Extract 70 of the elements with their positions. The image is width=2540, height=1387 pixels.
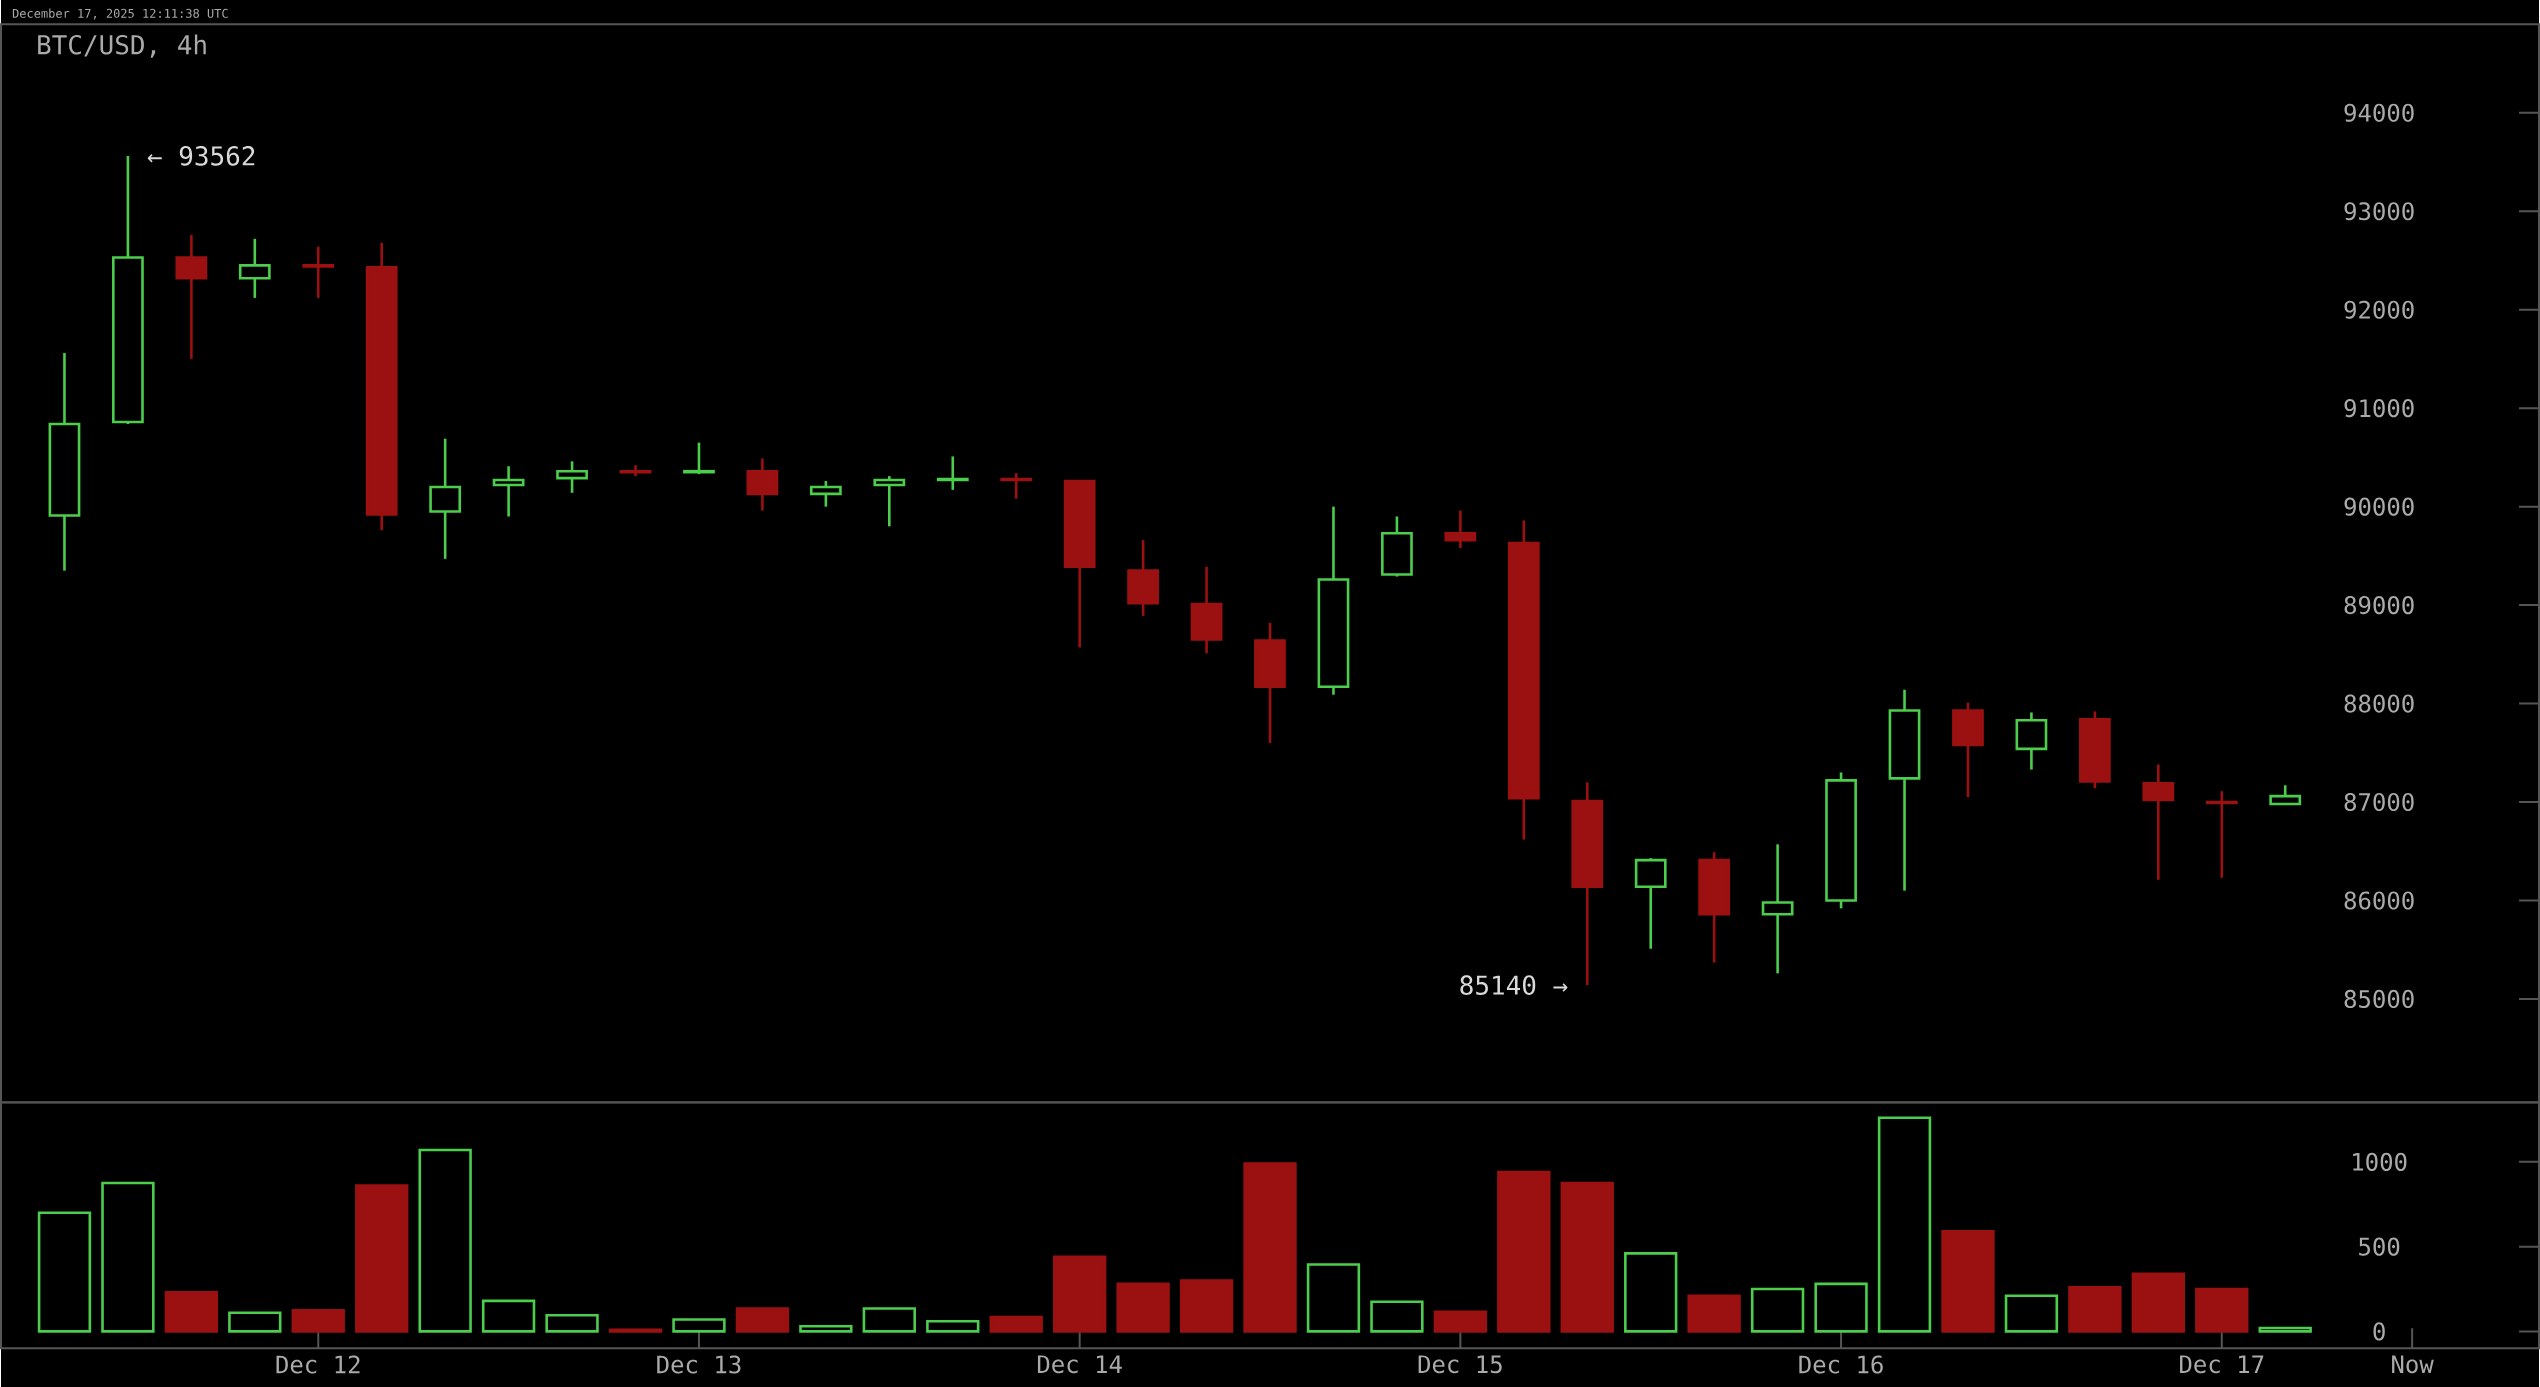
bar — [735, 1307, 790, 1333]
bar — [2131, 1272, 2185, 1333]
y-tick-label: 91000 — [2344, 399, 2414, 418]
candlestick — [556, 460, 588, 495]
candlestick — [683, 441, 715, 476]
bar — [1814, 1282, 1868, 1333]
candlestick — [1444, 509, 1477, 550]
x-tick-label: Dec 15 — [1418, 1355, 1502, 1374]
bar — [1687, 1294, 1741, 1333]
bar — [2004, 1294, 2059, 1333]
bar — [799, 1325, 853, 1333]
bar — [1877, 1116, 1932, 1333]
bar — [672, 1318, 726, 1333]
candlestick — [1000, 471, 1033, 501]
annotation: ← 93562 — [147, 146, 255, 166]
y-tick-label: 94000 — [2344, 103, 2414, 122]
bar — [1243, 1162, 1297, 1333]
candlestick — [492, 465, 525, 518]
candlestick — [809, 479, 842, 508]
bar — [1941, 1230, 1995, 1333]
candlestick — [2205, 789, 2238, 880]
text: December 17, 2025 12:11:38 UTC — [12, 8, 228, 20]
annotation: 85140 → — [1460, 975, 1568, 996]
bar — [545, 1314, 599, 1333]
bar — [989, 1315, 1043, 1333]
candlestick — [873, 474, 906, 528]
bar — [2195, 1287, 2249, 1333]
bar — [228, 1311, 282, 1333]
y-tick-label: 90000 — [2344, 497, 2414, 516]
x-tick-label: Now — [2392, 1355, 2434, 1374]
bar — [481, 1299, 536, 1333]
bar — [1497, 1170, 1551, 1333]
bar — [1750, 1287, 1805, 1333]
y-tick-label: 0 — [2373, 1322, 2385, 1341]
bar — [418, 1148, 472, 1333]
bar — [1560, 1181, 1614, 1333]
y-tick-label: 92000 — [2344, 300, 2414, 319]
bar — [1370, 1300, 1424, 1333]
bar — [1433, 1310, 1488, 1333]
chart-title: BTC/USD, 4h — [38, 34, 206, 58]
bar — [1179, 1279, 1234, 1333]
y-tick-label: 85000 — [2344, 989, 2414, 1009]
x-tick-label: Dec 13 — [657, 1355, 741, 1374]
bar — [1306, 1263, 1361, 1333]
x-tick-label: Dec 17 — [2180, 1355, 2264, 1374]
bar — [862, 1307, 916, 1333]
bar — [101, 1181, 155, 1333]
x-tick-label: Dec 14 — [1037, 1355, 1122, 1374]
bar — [355, 1184, 409, 1333]
y-tick-label: 500 — [2359, 1237, 2400, 1256]
bar — [1052, 1255, 1107, 1333]
y-tick-label: 89000 — [2344, 596, 2414, 615]
bar — [291, 1308, 345, 1333]
bar — [2258, 1326, 2312, 1333]
bar — [2068, 1286, 2122, 1333]
bar — [1624, 1252, 1678, 1333]
bar — [926, 1319, 980, 1333]
y-tick-label: 1000 — [2353, 1152, 2407, 1171]
y-tick-label: 87000 — [2344, 792, 2414, 812]
y-tick-label: 88000 — [2344, 694, 2414, 713]
bar — [164, 1291, 219, 1333]
x-tick-label: Dec 16 — [1799, 1355, 1883, 1374]
y-tick-label: 93000 — [2344, 202, 2414, 221]
candlestick — [936, 455, 969, 492]
x-tick-label: Dec 12 — [276, 1355, 360, 1374]
bar — [37, 1211, 92, 1333]
bar — [1116, 1282, 1170, 1333]
candlestick — [302, 245, 335, 300]
candlestick — [1761, 843, 1794, 975]
y-tick-label: 86000 — [2344, 891, 2414, 910]
